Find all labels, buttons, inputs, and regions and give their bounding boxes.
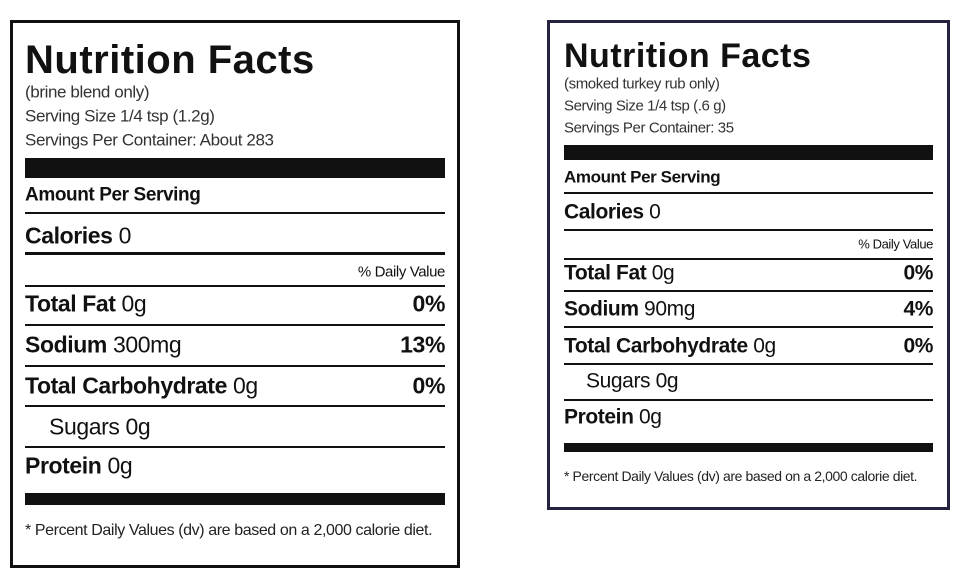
rule xyxy=(25,493,445,505)
nutrient-row: Protein 0g xyxy=(25,452,133,479)
serving-size: Serving Size 1/4 tsp (.6 g) xyxy=(564,97,726,115)
nutrient-name: Total Fat xyxy=(25,290,116,317)
nutrient-amount: 90mg xyxy=(644,297,695,321)
rule xyxy=(564,229,933,231)
calories-row: Calories 0 xyxy=(25,222,132,249)
nutrient-name: Protein xyxy=(564,405,634,429)
rule xyxy=(564,326,933,328)
label-title: Nutrition Facts xyxy=(564,37,812,75)
servings: Servings Per Container: 35 xyxy=(564,119,734,137)
nutrient-row: Total Fat 0g xyxy=(564,261,675,285)
calories-value: 0 xyxy=(118,222,132,249)
calories-row: Calories 0 xyxy=(564,200,661,224)
nutrient-amount: 0g xyxy=(125,413,151,440)
footnote: * Percent Daily Values (dv) are based on… xyxy=(564,468,918,484)
rule xyxy=(25,252,445,255)
nutrient-amount: 0g xyxy=(232,372,258,399)
nutrient-row: Sodium 90mg xyxy=(564,299,695,320)
subtitle: (smoked turkey rub only) xyxy=(564,75,720,93)
nutrient-amount: 0g xyxy=(107,452,133,479)
nutrient-dv: 0% xyxy=(412,290,446,317)
rule xyxy=(564,443,933,452)
rule xyxy=(564,192,933,194)
rule xyxy=(25,212,445,214)
nutrient-name: Total Fat xyxy=(564,261,647,285)
daily-value-header: % Daily Value xyxy=(357,263,445,281)
nutrient-amount: 300mg xyxy=(112,331,182,358)
nutrient-name: Protein xyxy=(25,452,102,479)
rule xyxy=(564,399,933,401)
rule xyxy=(25,405,445,407)
rule xyxy=(25,446,445,448)
calories-label: Calories xyxy=(25,222,113,249)
rule xyxy=(564,258,933,260)
rule xyxy=(564,363,933,365)
rule xyxy=(25,158,445,178)
nutrient-amount: 0g xyxy=(753,334,776,358)
amount-per-serving: Amount Per Serving xyxy=(564,167,721,187)
nutrient-name: Total Carbohydrate xyxy=(564,334,748,358)
calories-value: 0 xyxy=(649,200,661,224)
nutrient-row: Sugars 0g xyxy=(586,369,679,393)
nutrient-name: Sodium xyxy=(564,297,639,321)
rule xyxy=(564,290,933,292)
nutrient-row: Sugars 0g xyxy=(49,413,151,440)
nutrient-dv: 4% xyxy=(903,297,933,321)
nutrient-row: Total Fat 0g xyxy=(25,290,147,317)
nutrient-amount: 0g xyxy=(651,261,675,285)
rule xyxy=(25,365,445,367)
nutrient-dv: 0% xyxy=(412,372,446,399)
nutrient-dv: 13% xyxy=(400,331,445,358)
nutrient-name: Total Carbohydrate xyxy=(25,372,227,399)
nutrient-amount: 0g xyxy=(121,290,147,317)
daily-value-header: % Daily Value xyxy=(858,236,933,252)
calories-label: Calories xyxy=(564,200,644,224)
nutrient-amount: 0g xyxy=(638,405,662,429)
serving-size: Serving Size 1/4 tsp (1.2g) xyxy=(25,106,215,126)
nutrient-row: Total Carbohydrate 0g xyxy=(25,372,258,399)
rule xyxy=(564,145,933,160)
rule xyxy=(25,285,445,287)
nutrient-row: Sodium 300mg xyxy=(25,331,182,358)
nutrient-row: Protein 0g xyxy=(564,407,662,428)
nutrient-name: Sugars xyxy=(49,413,120,440)
subtitle: (brine blend only) xyxy=(25,82,150,102)
servings: Servings Per Container: About 283 xyxy=(25,130,274,150)
nutrient-name: Sugars xyxy=(586,369,651,393)
footnote: * Percent Daily Values (dv) are based on… xyxy=(25,522,433,539)
nutrient-name: Sodium xyxy=(25,331,107,358)
nutrition-label: Nutrition Facts (smoked turkey rub only) S… xyxy=(547,20,950,510)
nutrition-label: Nutrition Facts (brine blend only) Serving… xyxy=(10,20,460,568)
amount-per-serving: Amount Per Serving xyxy=(25,184,201,206)
label-title: Nutrition Facts xyxy=(25,38,315,82)
rule xyxy=(25,324,445,326)
nutrient-dv: 0% xyxy=(903,334,933,358)
nutrient-dv: 0% xyxy=(903,261,933,285)
nutrient-amount: 0g xyxy=(655,369,679,393)
nutrient-row: Total Carbohydrate 0g xyxy=(564,336,776,357)
